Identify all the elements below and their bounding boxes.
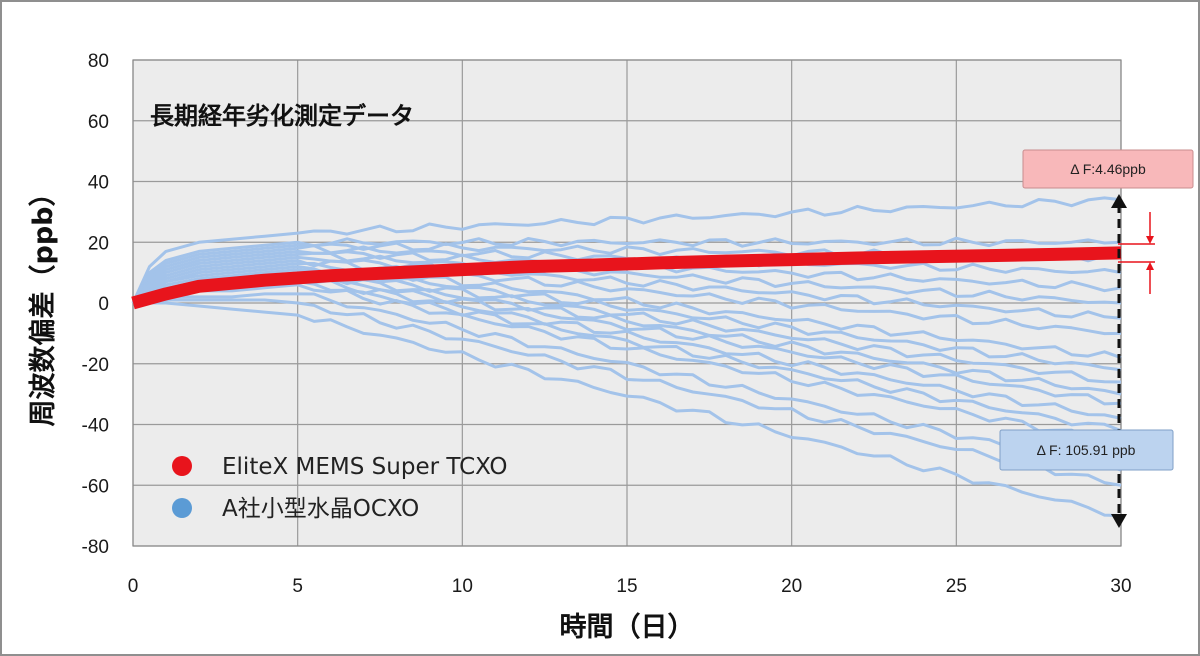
- y-tick-label: 40: [88, 173, 109, 194]
- arrow-head-down: [1111, 514, 1127, 528]
- y-tick-label: -60: [82, 476, 109, 497]
- legend: EliteX MEMS Super TCXO A社小型水晶OCXO: [172, 454, 508, 522]
- y-tick-label: 80: [88, 51, 109, 72]
- x-tick-label: 0: [128, 576, 139, 597]
- callout-ocxo-text: Δ F: 105.91 ppb: [1037, 442, 1136, 458]
- tcxo-arrow-up-head: [1146, 262, 1154, 270]
- ocxo-line: [131, 236, 1122, 304]
- ocxo-line: [131, 255, 1122, 320]
- legend-label-ocxo: A社小型水晶OCXO: [222, 496, 419, 522]
- y-tick-label: 20: [88, 233, 109, 254]
- ocxo-line: [131, 196, 1122, 304]
- ocxo-line: [132, 298, 1122, 487]
- ocxo-line: [132, 292, 1122, 472]
- ocxo-line: [132, 274, 1122, 406]
- x-tick-label: 15: [616, 576, 637, 597]
- legend-marker-tcxo: [172, 456, 192, 476]
- ocxo-line: [133, 301, 1122, 518]
- callout-ocxo: Δ F: 105.91 ppb: [999, 429, 1174, 471]
- y-tick-label: 60: [88, 112, 109, 133]
- ocxo-line: [132, 280, 1122, 433]
- y-axis-title: 周波数偏差（ppb）: [27, 180, 59, 427]
- legend-label-tcxo: EliteX MEMS Super TCXO: [222, 454, 508, 480]
- callout-tcxo-box: [1022, 149, 1194, 189]
- callout-tcxo-text: Δ F:4.46ppb: [1070, 161, 1146, 177]
- x-tick-label: 25: [946, 576, 967, 597]
- tcxo-line: [131, 246, 1122, 310]
- tcxo-arrow-down-head: [1146, 236, 1154, 244]
- x-axis-title: 時間（日）: [560, 612, 695, 643]
- y-tick-label: -40: [82, 416, 109, 437]
- legend-marker-ocxo: [172, 498, 192, 518]
- callout-tcxo: Δ F:4.46ppb: [1022, 149, 1194, 189]
- x-tick-label: 5: [292, 576, 303, 597]
- ocxo-line: [132, 283, 1122, 445]
- arrow-head-up: [1111, 194, 1127, 208]
- ocxo-series: [131, 196, 1122, 518]
- x-axis-ticks: 0 5 10 15 20 25 30: [128, 576, 1132, 597]
- y-axis-ticks: 80 60 40 20 0 -20 -40 -60 -80: [82, 51, 109, 558]
- ocxo-line: [131, 259, 1122, 336]
- x-tick-label: 30: [1110, 576, 1131, 597]
- y-tick-label: -80: [82, 537, 109, 558]
- x-tick-label: 20: [781, 576, 802, 597]
- callout-ocxo-box: [999, 429, 1174, 471]
- chart-title: 長期経年劣化測定データ: [150, 102, 414, 130]
- x-tick-label: 10: [452, 576, 473, 597]
- y-tick-label: 0: [98, 294, 109, 315]
- tcxo-series: [131, 246, 1122, 310]
- y-tick-label: -20: [82, 355, 109, 376]
